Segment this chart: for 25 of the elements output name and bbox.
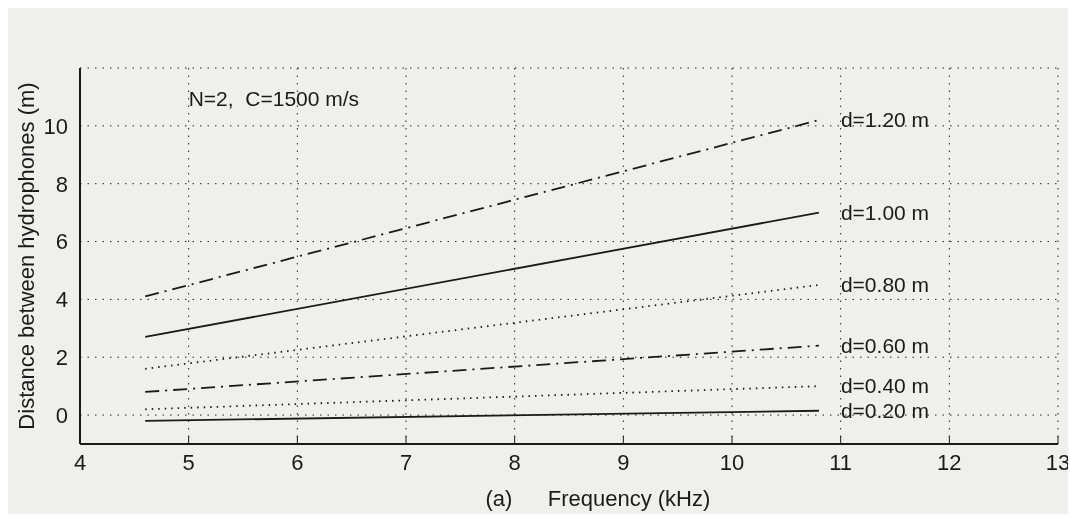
x-tick-label: 8 (508, 449, 521, 475)
x-tick-label: 10 (719, 449, 745, 475)
y-tick-label: 2 (55, 345, 68, 371)
series-label: d=0.20 m (840, 398, 930, 422)
series-label: d=1.00 m (840, 200, 930, 224)
series-label: d=0.40 m (840, 374, 930, 398)
y-tick-label: 0 (55, 402, 68, 428)
x-tick-label: 7 (399, 449, 413, 475)
x-axis-title: Frequency (kHz) (547, 486, 711, 511)
y-tick-label: 10 (43, 113, 68, 139)
y-tick-label: 8 (55, 171, 68, 197)
series-label: d=0.80 m (840, 272, 930, 296)
series-label: d=1.20 m (840, 108, 930, 132)
x-tick-label: 12 (937, 449, 962, 475)
y-tick-label: 4 (55, 287, 68, 313)
x-tick-label: 6 (291, 449, 304, 475)
text: (a) (485, 486, 513, 511)
annotation: N=2, C=1500 m/s (188, 86, 360, 110)
x-tick-label: 11 (829, 449, 853, 475)
x-tick-label: 5 (182, 449, 195, 475)
y-tick-label: 6 (55, 229, 68, 255)
series-label: d=0.60 m (840, 333, 930, 357)
y-axis-title: Distance between hydrophones (m) (14, 82, 39, 430)
x-tick-label: 4 (73, 449, 87, 475)
x-tick-label: 9 (617, 449, 630, 475)
